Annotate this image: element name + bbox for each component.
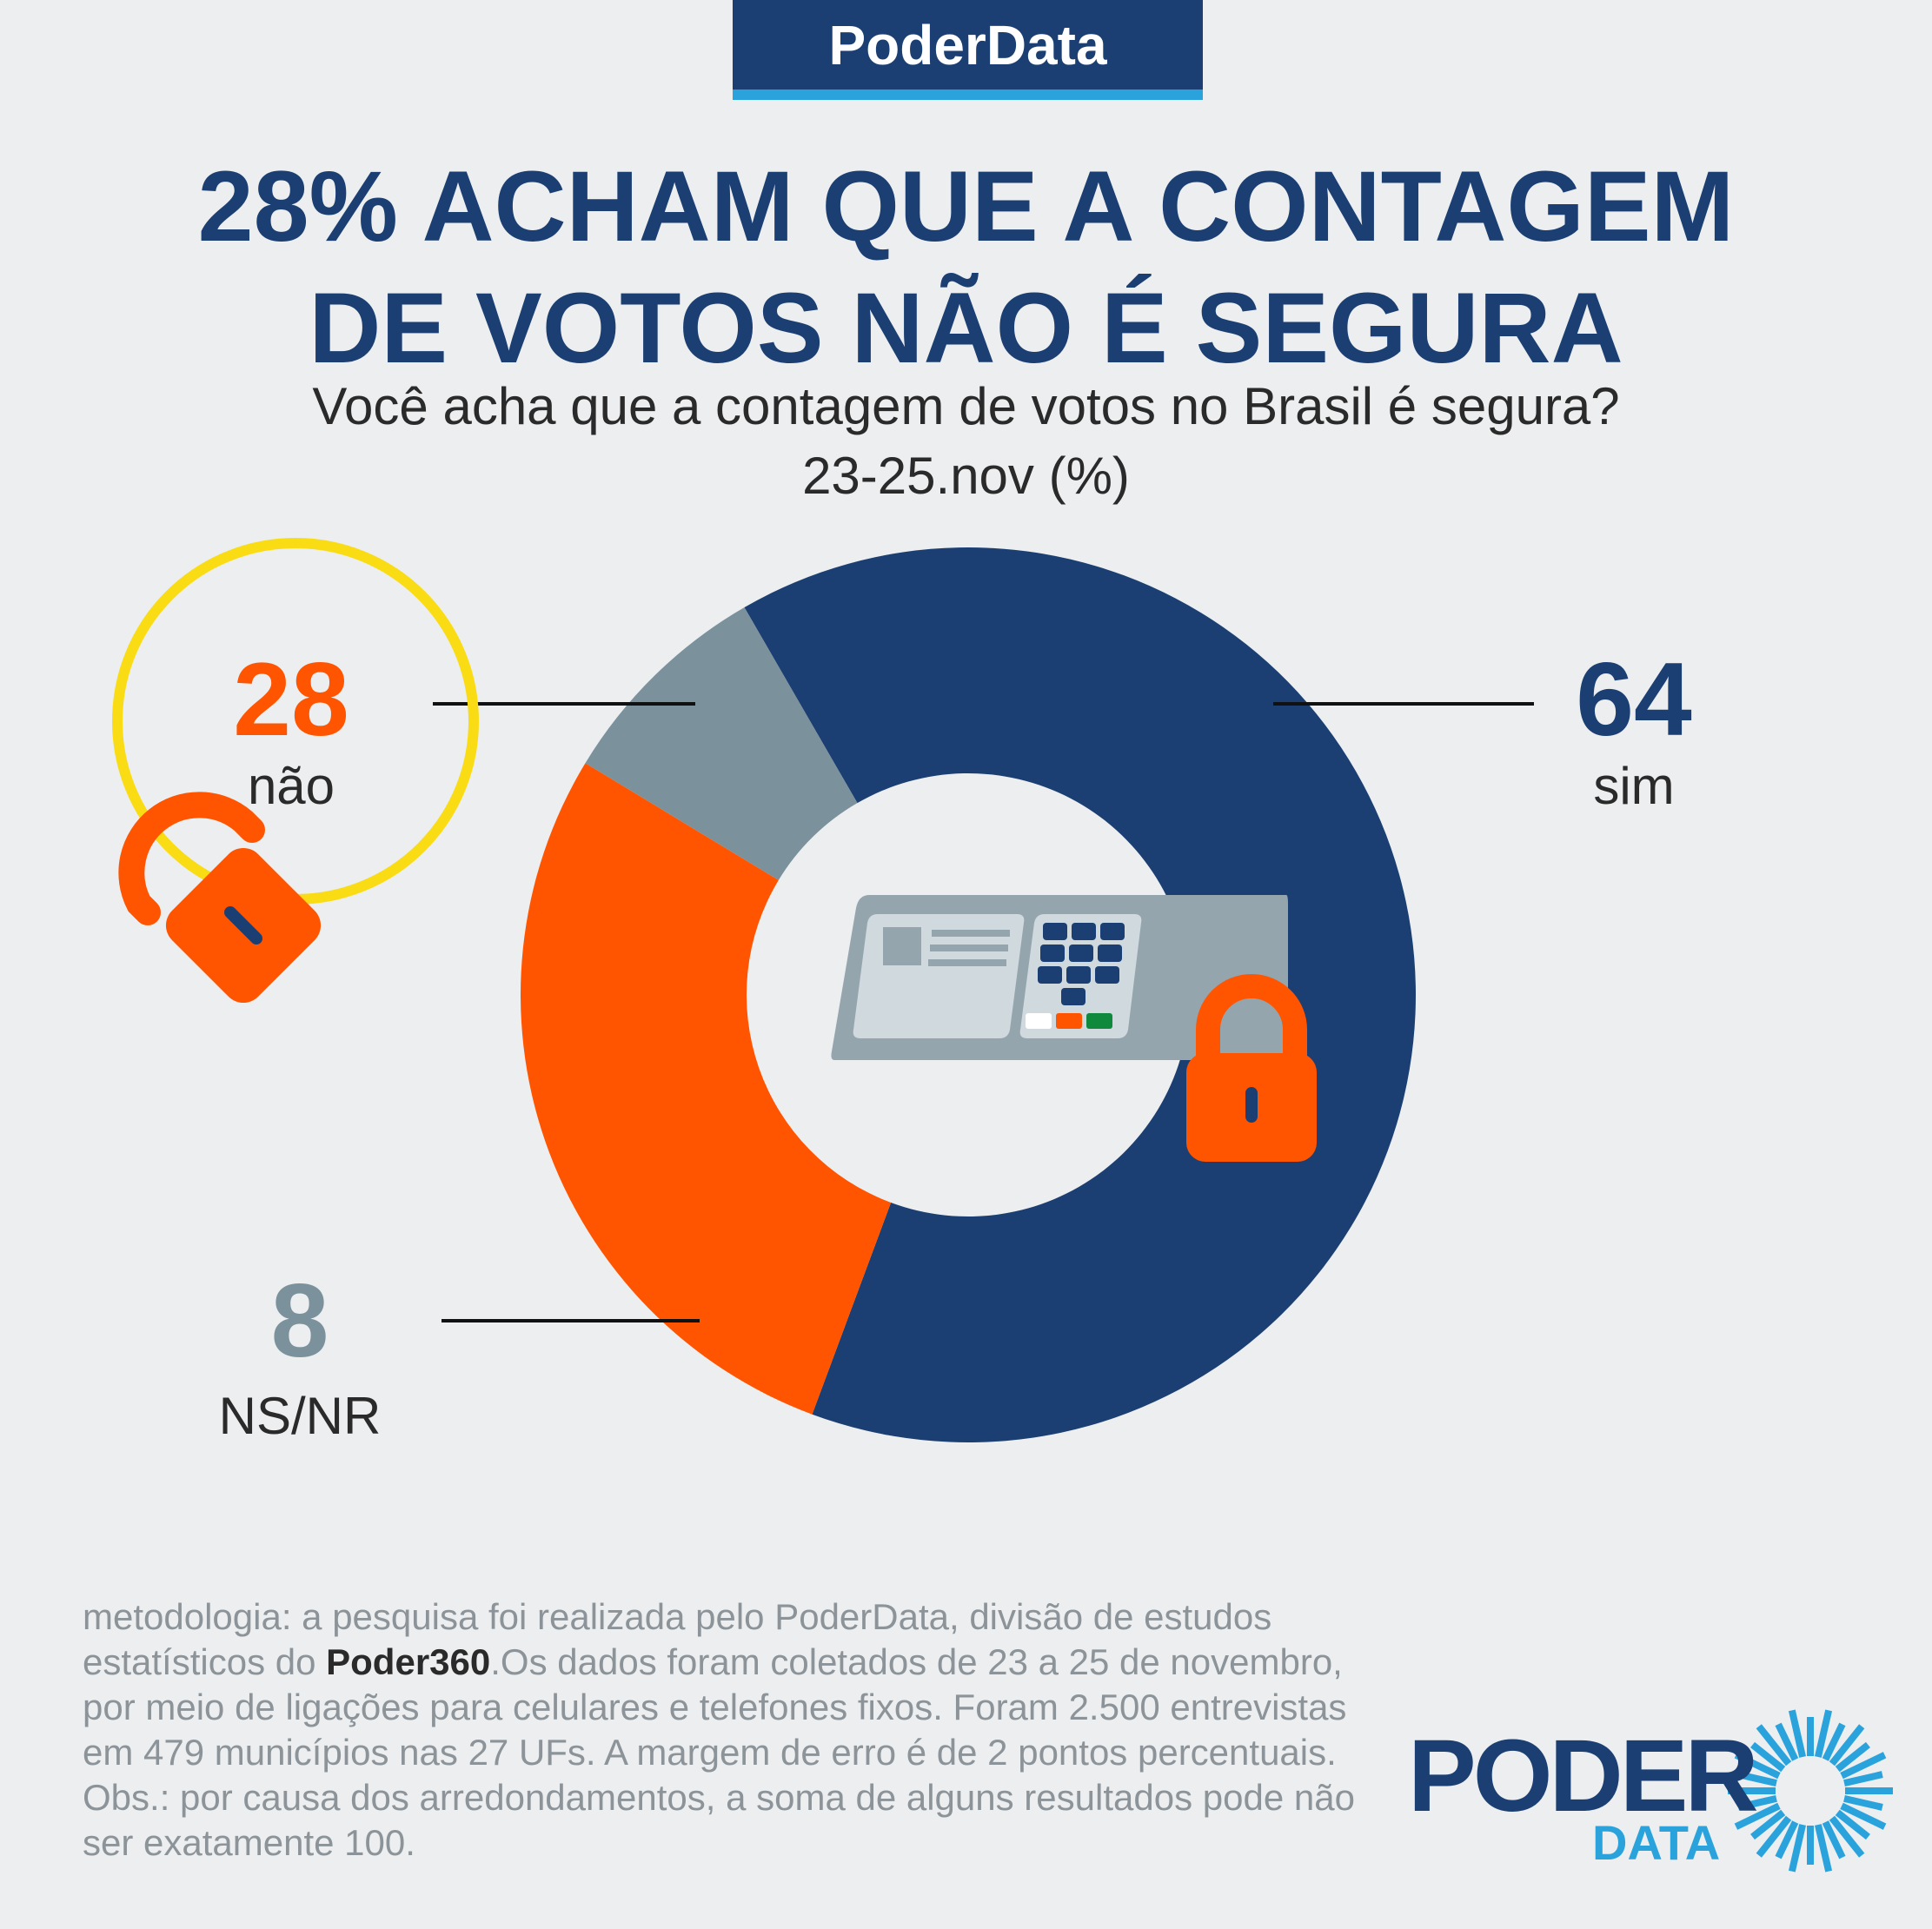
sunburst-ray (1788, 1824, 1806, 1873)
header-brand: PoderData (828, 13, 1107, 76)
sunburst-ray (1756, 1815, 1792, 1858)
methodology-text-2: .Os dados foram coletados de 23 a 25 de … (83, 1641, 1355, 1863)
sunburst-ray (1829, 1724, 1865, 1767)
methodology-brand: Poder360 (326, 1641, 491, 1682)
donut-slice-no (520, 763, 892, 1415)
label-name-nsnr: NS/NR (218, 1387, 382, 1445)
title-line-1: 28% ACHAM QUE A CONTAGEM (197, 151, 1735, 262)
logo-text-poder: PODER (1408, 1719, 1759, 1833)
subtitle-date: 23-25.nov (%) (802, 447, 1130, 505)
subtitle-question: Você acha que a contagem de votos no Bra… (312, 377, 1620, 435)
sunburst-ray (1815, 1709, 1833, 1758)
sunburst-ray (1737, 1795, 1777, 1811)
sunburst-ray (1835, 1741, 1870, 1773)
closed-lock-icon (1186, 974, 1317, 1162)
sunburst-ray (1750, 1741, 1786, 1773)
logo-text-data: DATA (1592, 1815, 1721, 1870)
sunburst-logo-icon (1728, 1709, 1893, 1873)
donut-slice-nsnr (585, 607, 858, 880)
methodology-text-1: metodologia: a pesquisa foi realizada pe… (83, 1596, 1272, 1682)
sunburst-ray (1775, 1722, 1799, 1761)
sunburst-ray (1835, 1809, 1870, 1840)
label-name-sim: sim (1593, 757, 1675, 815)
sunburst-ray (1843, 1795, 1883, 1811)
sunburst-ray (1734, 1802, 1781, 1830)
voting-machine-icon (831, 895, 1288, 1060)
sunburst-ray (1829, 1815, 1865, 1858)
methodology-note: metodologia: a pesquisa foi realizada pe… (83, 1594, 1369, 1866)
donut-slice-sim (744, 547, 1416, 1442)
sunburst-ray (1815, 1824, 1833, 1873)
sunburst-ray (1822, 1820, 1846, 1859)
sunburst-ray (1756, 1724, 1792, 1767)
header-tab: PoderData (733, 0, 1203, 100)
label-value-sim: 64 (1576, 641, 1692, 758)
label-value-nsnr: 8 (270, 1263, 329, 1379)
poderdata-logo: PODER DATA (1408, 1719, 1895, 1867)
page-subtitle: Você acha que a contagem de votos no Bra… (0, 372, 1932, 511)
sunburst-ray (1734, 1752, 1781, 1780)
sunburst-ray (1737, 1771, 1777, 1786)
title-line-2: DE VOTOS NÃO É SEGURA (309, 273, 1623, 384)
open-lock-icon (118, 792, 322, 1004)
label-value-nao: 28 (233, 641, 349, 758)
sunburst-ray (1750, 1809, 1786, 1840)
sunburst-ray (1843, 1771, 1883, 1786)
sunburst-ray (1840, 1752, 1887, 1780)
sunburst-ray (1775, 1820, 1799, 1859)
page-title: 28% ACHAM QUE A CONTAGEM DE VOTOS NÃO É … (0, 146, 1932, 389)
sunburst-ray (1822, 1722, 1846, 1761)
label-name-nao: não (247, 757, 335, 815)
sunburst-ray (1788, 1709, 1806, 1758)
sunburst-ray (1840, 1802, 1887, 1830)
